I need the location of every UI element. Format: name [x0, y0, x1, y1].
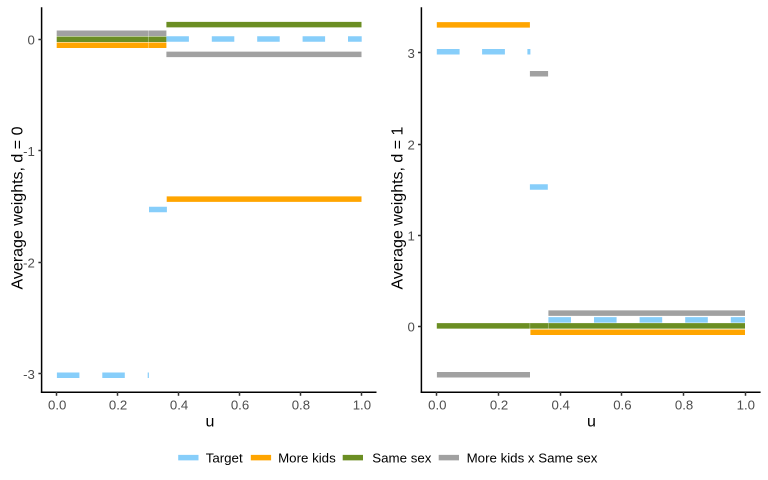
svg-text:0: 0 [28, 33, 35, 48]
svg-text:0.0: 0.0 [428, 397, 446, 412]
svg-text:u: u [587, 414, 596, 431]
svg-text:0.6: 0.6 [613, 397, 631, 412]
svg-text:More kids: More kids [278, 451, 336, 466]
svg-text:Average weights, d = 1: Average weights, d = 1 [389, 126, 406, 289]
svg-text:Same sex: Same sex [372, 451, 431, 466]
svg-text:0.8: 0.8 [292, 397, 310, 412]
svg-text:More kids x Same sex: More kids x Same sex [467, 451, 598, 466]
svg-text:0.2: 0.2 [490, 397, 508, 412]
svg-text:3: 3 [408, 46, 415, 61]
svg-text:1: 1 [408, 228, 415, 243]
svg-text:0.6: 0.6 [231, 397, 249, 412]
svg-text:1.0: 1.0 [353, 397, 371, 412]
svg-text:Average weights, d = 0: Average weights, d = 0 [10, 126, 27, 289]
svg-text:-3: -3 [23, 367, 35, 382]
svg-text:-2: -2 [23, 256, 35, 271]
svg-text:2: 2 [408, 137, 415, 152]
svg-text:0.4: 0.4 [170, 397, 188, 412]
svg-text:0.2: 0.2 [109, 397, 127, 412]
svg-text:-1: -1 [23, 144, 35, 159]
svg-text:0: 0 [408, 320, 415, 335]
svg-text:0.8: 0.8 [675, 397, 693, 412]
svg-text:Target: Target [206, 451, 243, 466]
svg-text:0.0: 0.0 [48, 397, 66, 412]
svg-text:1.0: 1.0 [737, 397, 755, 412]
svg-text:u: u [206, 414, 215, 431]
svg-text:0.4: 0.4 [552, 397, 570, 412]
